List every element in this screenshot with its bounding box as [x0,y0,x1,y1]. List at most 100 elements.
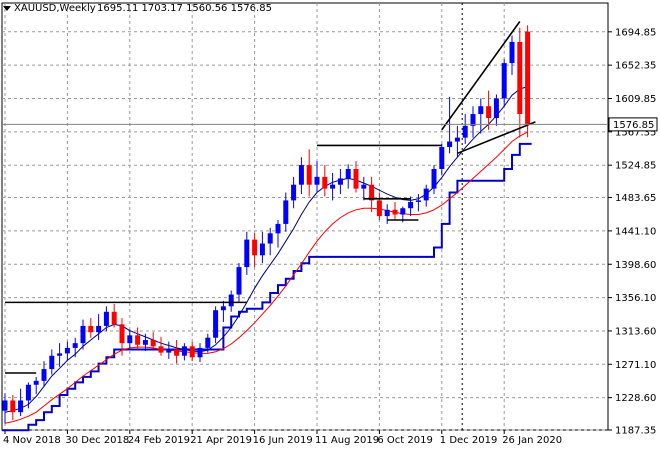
candle-body[interactable] [252,239,258,256]
candle-body[interactable] [220,306,226,311]
trend-line[interactable] [441,21,521,131]
candle-body[interactable] [236,267,242,295]
x-tick-label: 4 Nov 2018 [3,435,61,446]
candle-body[interactable] [431,168,437,189]
y-tick-label: 1567.35 [615,127,656,138]
candle-body[interactable] [244,239,250,268]
candle-body[interactable] [88,325,94,333]
candle-body[interactable] [509,41,515,64]
x-tick-label: 6 Oct 2019 [377,435,432,446]
current-price-box [608,117,658,132]
candle-body[interactable] [470,114,476,126]
candle-body[interactable] [267,233,273,244]
candle-body[interactable] [174,349,180,356]
y-tick-label: 1271.10 [615,360,656,371]
candle-body[interactable] [119,324,125,344]
candle-body[interactable] [197,347,203,358]
x-tick-label: 24 Feb 2019 [128,435,190,446]
collapse-triangle-icon[interactable] [3,6,11,11]
candle-body[interactable] [150,340,156,347]
y-tick-label: 1356.10 [615,293,656,304]
trend-line[interactable] [457,121,536,155]
candle-body[interactable] [330,184,336,189]
candle-body[interactable] [283,200,289,224]
candle-body[interactable] [96,325,102,333]
candle-body[interactable] [361,184,367,189]
candle-body[interactable] [2,400,8,411]
candle-body[interactable] [478,106,484,115]
candle-body[interactable] [213,310,219,338]
candle-body[interactable] [408,201,414,209]
candle-body[interactable] [462,125,468,138]
candle-body[interactable] [376,200,382,217]
x-tick-label: 1 Dec 2019 [440,435,498,446]
moving-average-fast [4,86,528,413]
current-price-label: 1576.85 [613,120,654,131]
y-tick-label: 1398.60 [615,260,656,271]
candle-body[interactable] [345,168,351,179]
candle-body[interactable] [275,223,281,234]
candle-body[interactable] [454,137,460,142]
candle-body[interactable] [80,325,86,344]
channel-low-line [2,142,532,432]
candle-body[interactable] [33,380,39,385]
candle-body[interactable] [486,106,492,118]
candle-body[interactable] [337,178,343,185]
moving-average-slow [4,131,528,424]
candle-body[interactable] [493,98,499,118]
y-tick-label: 1694.85 [615,27,656,38]
y-tick-label: 1483.65 [615,193,656,204]
candle-body[interactable] [25,384,31,401]
candle-body[interactable] [291,184,297,201]
candle-body[interactable] [18,400,24,413]
candle-body[interactable] [49,355,55,370]
candle-body[interactable] [392,209,398,215]
candle-body[interactable] [400,208,406,215]
y-tick-label: 1313.60 [615,326,656,337]
candle-body[interactable] [447,141,453,148]
candle-body[interactable] [158,346,164,353]
plot-frame [1,2,609,431]
candle-body[interactable] [525,31,531,125]
y-tick-label: 1609.85 [615,94,656,105]
candle-body[interactable] [369,184,375,201]
x-tick-label: 26 Jan 2020 [502,435,562,446]
candle-body[interactable] [57,353,63,356]
candle-body[interactable] [111,311,117,325]
candle-body[interactable] [259,243,265,256]
candle-body[interactable] [41,369,47,381]
candle-body[interactable] [298,165,304,185]
candle-body[interactable] [103,311,109,326]
y-tick-label: 1187.35 [615,426,656,437]
candle-body[interactable] [439,147,445,169]
y-tick-label: 1228.60 [615,393,656,404]
candle-body[interactable] [72,343,78,348]
x-tick-label: 30 Dec 2018 [65,435,129,446]
candle-body[interactable] [501,63,507,99]
candle-body[interactable] [166,349,172,353]
candle-body[interactable] [10,400,16,413]
candle-body[interactable] [517,41,523,115]
candle-body[interactable] [205,337,211,348]
candle-body[interactable] [64,347,70,354]
candle-body[interactable] [314,176,320,185]
candle-body[interactable] [353,168,359,189]
symbol-timeframe: XAUUSD,Weekly [14,3,96,14]
candle-body[interactable] [306,165,312,185]
candle-body[interactable] [181,346,187,356]
candle-body[interactable] [142,340,148,345]
candle-body[interactable] [228,294,234,307]
y-tick-label: 1441.10 [615,226,656,237]
candle-body[interactable] [322,176,328,189]
candle-body[interactable] [127,335,133,344]
ohlc-values: 1695.11 1703.17 1560.56 1576.85 [97,3,272,14]
x-tick-label: 16 Jun 2019 [253,435,313,446]
y-tick-label: 1524.85 [615,161,656,172]
candle-body[interactable] [384,209,390,217]
candle-body[interactable] [415,200,421,202]
candle-body[interactable] [189,346,195,358]
candle-body[interactable] [135,335,141,345]
candle-body[interactable] [423,188,429,201]
